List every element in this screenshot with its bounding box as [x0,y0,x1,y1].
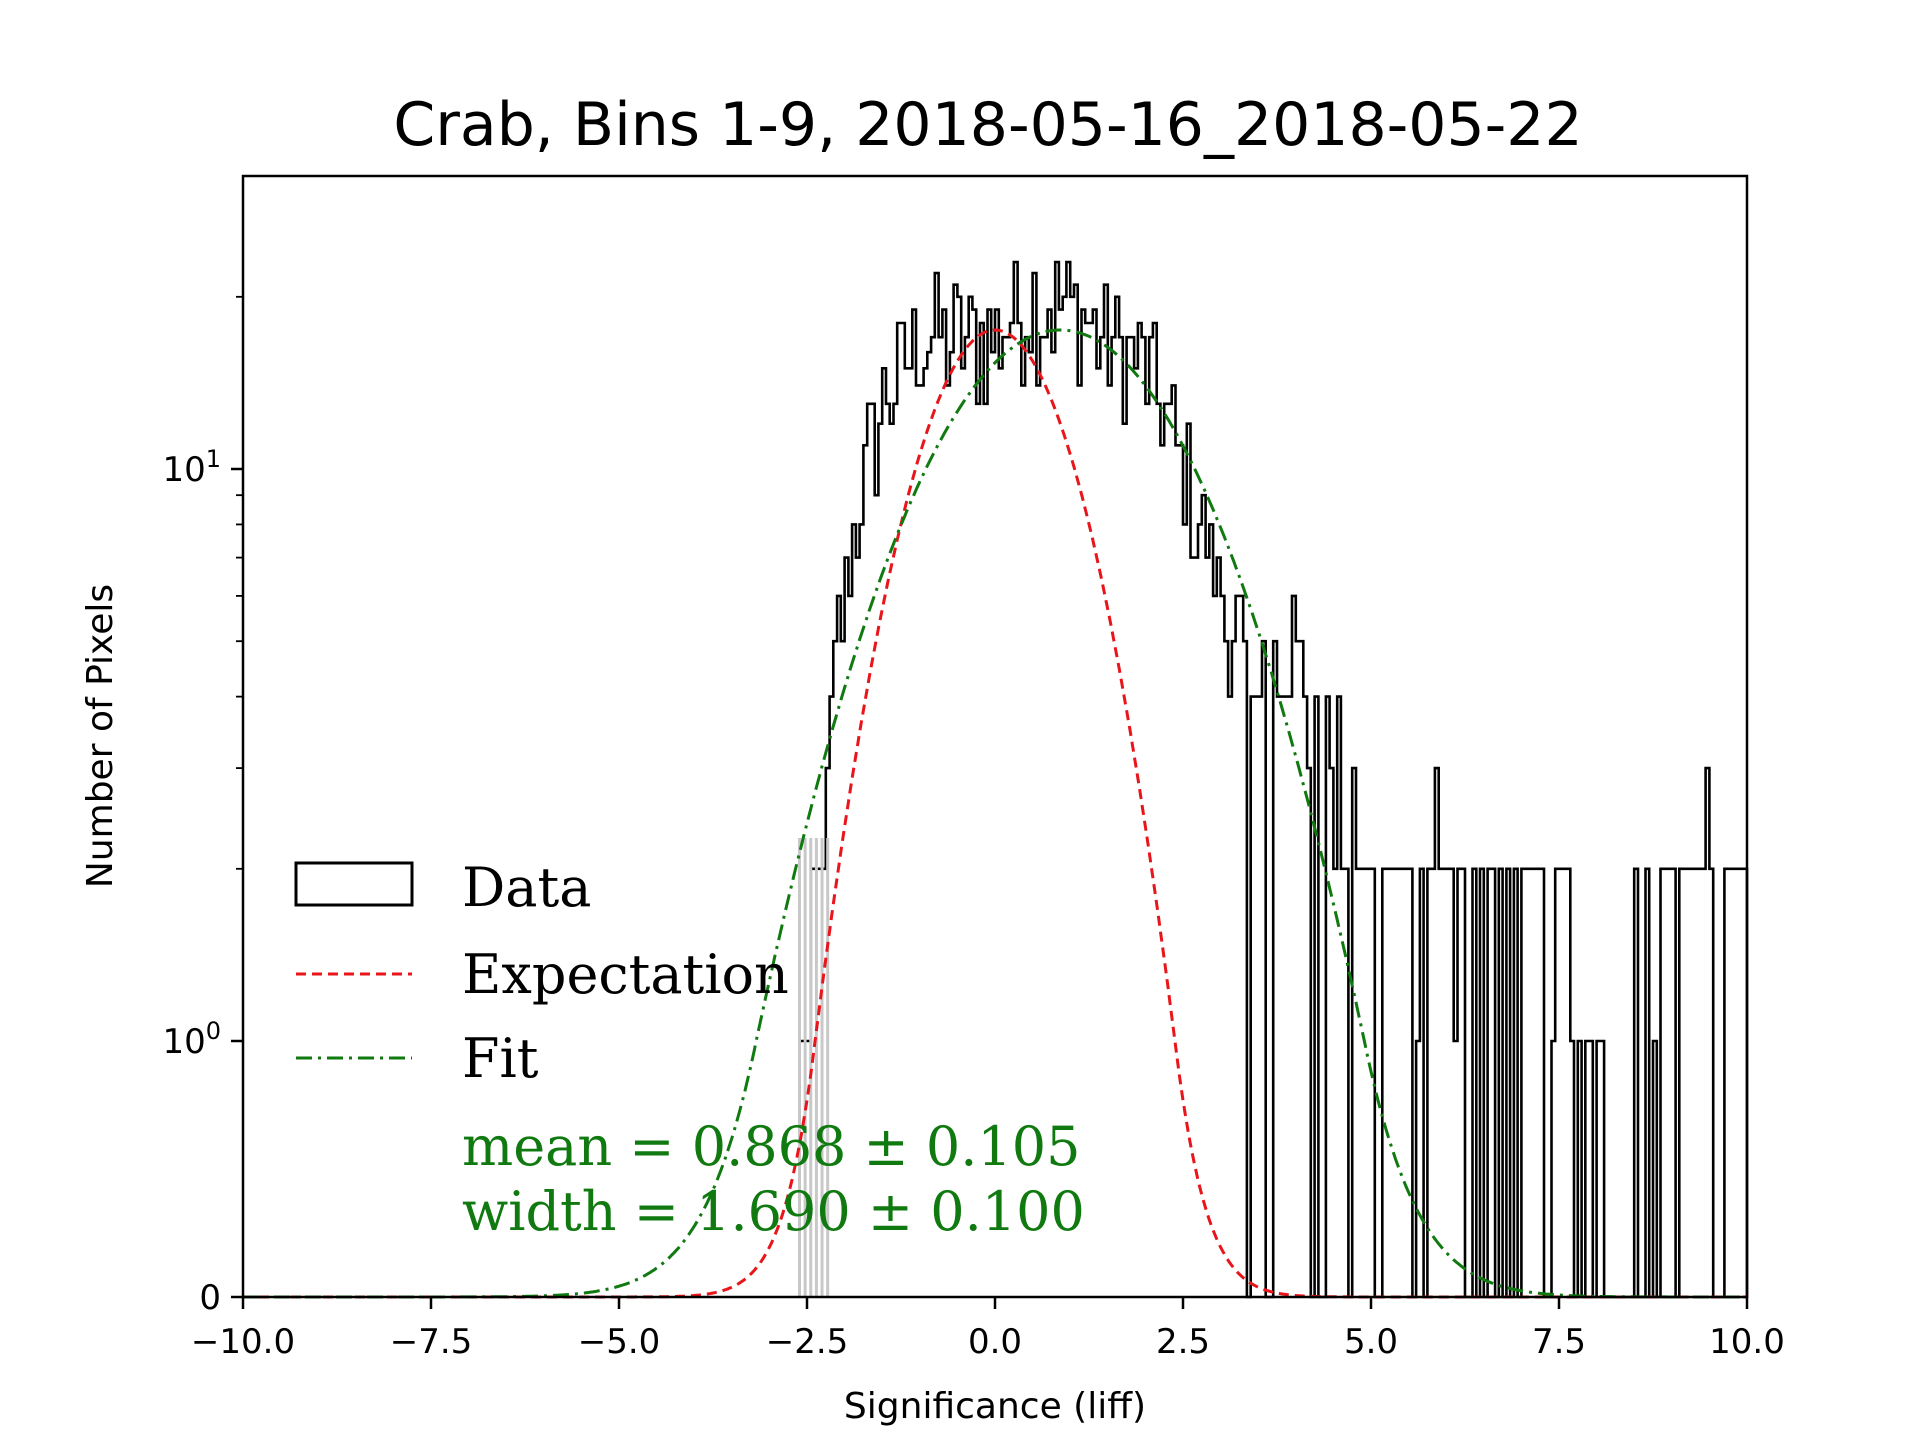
legend-data-label: Data [462,856,591,919]
x-tick-label: 10.0 [1709,1322,1785,1362]
data-histogram [797,260,1749,1299]
y-axis-label: Number of Pixels [80,584,121,888]
x-tick-label: −5.0 [578,1322,661,1362]
legend-expectation-label: Expectation [462,943,789,1006]
y-axis: 0 100 101 [162,295,243,1318]
legend-fit-label: Fit [462,1027,539,1090]
legend-data-swatch [294,861,414,907]
x-tick-label: 5.0 [1344,1322,1398,1362]
y-tick-label: 100 [162,1017,221,1062]
chart-title: Crab, Bins 1-9, 2018-05-16_2018-05-22 [393,90,1582,160]
fit-width-annotation: width = 1.690 ± 0.100 [462,1180,1085,1243]
x-tick-label: −7.5 [390,1322,473,1362]
x-tick-label: −10.0 [191,1322,295,1362]
y-tick-label: 0 [199,1278,221,1318]
histogram-step-line [798,260,1749,1299]
x-axis: −10.0 −7.5 −5.0 −2.5 0.0 2.5 5.0 7.5 10.0 [191,1297,1785,1362]
x-tick-label: 2.5 [1156,1322,1210,1362]
y-tick-label: 101 [162,445,221,490]
x-tick-label: 7.5 [1532,1322,1586,1362]
x-tick-label: 0.0 [968,1322,1022,1362]
x-axis-label: Significance (liff) [844,1386,1146,1427]
legend: Data Expectation Fit mean = 0.868 ± 0.10… [294,856,1085,1243]
fit-mean-annotation: mean = 0.868 ± 0.105 [462,1115,1080,1178]
x-tick-label: −2.5 [766,1322,849,1362]
